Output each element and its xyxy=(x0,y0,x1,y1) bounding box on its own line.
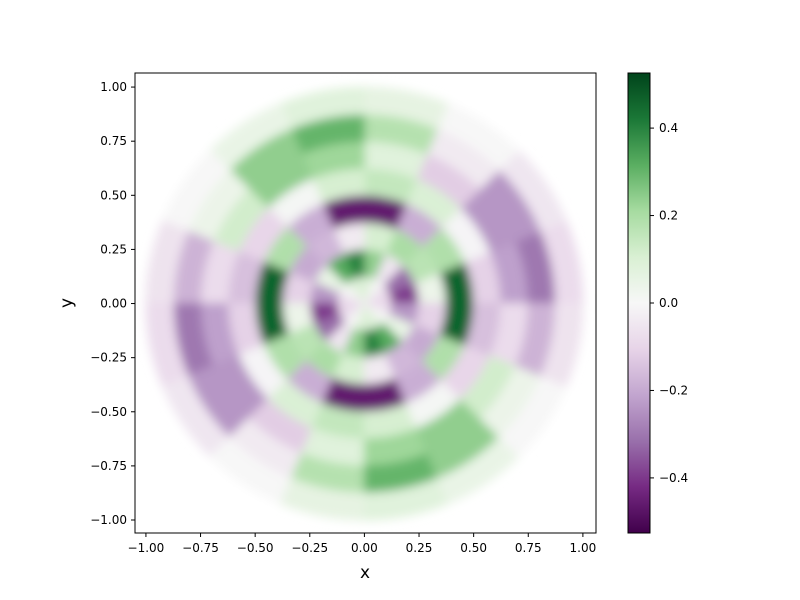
x-axis-label: x xyxy=(360,563,370,583)
field-cell xyxy=(540,303,584,388)
x-tick-label: 0.00 xyxy=(351,541,378,555)
y-tick-label: 1.00 xyxy=(100,80,127,94)
y-tick-label: 0.25 xyxy=(100,242,127,256)
colorbar-tick-label: 0.4 xyxy=(659,121,678,135)
x-tick-label: −0.25 xyxy=(291,541,328,555)
y-tick-label: −0.75 xyxy=(90,459,127,473)
colorbar-tick-label: 0.0 xyxy=(659,296,678,310)
x-tick-label: 0.75 xyxy=(515,541,542,555)
colorbar-tick-label: −0.2 xyxy=(659,383,688,397)
y-tick-label: 0.75 xyxy=(100,134,127,148)
field-cells xyxy=(145,86,584,521)
field xyxy=(145,86,584,521)
x-tick-label: 0.50 xyxy=(460,541,487,555)
y-tick-label: −0.50 xyxy=(90,405,127,419)
colorbar-tick-label: −0.4 xyxy=(659,471,688,485)
y-axis-label: y xyxy=(57,298,77,308)
y-tick-label: 0.00 xyxy=(100,297,127,311)
y-tick-label: 0.50 xyxy=(100,188,127,202)
colorbar-tick-label: 0.2 xyxy=(659,209,678,223)
axes: −1.00 −0.75 −0.50 −0.25 0.00 0.25 0.50 0.75 1.00… xyxy=(90,72,688,555)
x-tick-label: −0.50 xyxy=(237,541,274,555)
plot-frame xyxy=(134,72,597,534)
y-tick-label: −1.00 xyxy=(90,513,127,527)
x-tick-label: −0.75 xyxy=(182,541,219,555)
y-tick-label: −0.25 xyxy=(90,351,127,365)
colorbar xyxy=(627,72,651,534)
x-tick-label: −1.00 xyxy=(128,541,165,555)
x-tick-label: 1.00 xyxy=(570,541,597,555)
x-tick-label: 0.25 xyxy=(406,541,433,555)
